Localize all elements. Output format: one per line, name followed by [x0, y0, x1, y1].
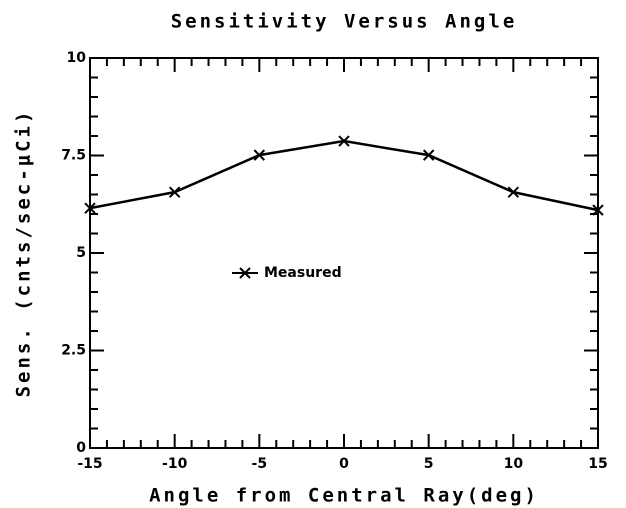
- y-tick-label: 7.5: [61, 148, 86, 164]
- marker: [168, 186, 181, 198]
- y-tick-label: 2.5: [61, 343, 86, 359]
- x-tick-label: 10: [504, 456, 524, 472]
- x-tick-label: 15: [588, 456, 607, 472]
- marker: [422, 149, 435, 161]
- x-tick-label: -5: [252, 456, 268, 472]
- y-tick-label: 5: [76, 245, 86, 261]
- x-tick-label: -10: [162, 456, 188, 472]
- x-axis-label: Angle from Central Ray(deg): [149, 485, 539, 507]
- marker: [592, 204, 604, 216]
- marker: [338, 135, 350, 147]
- series-line: [89, 139, 599, 212]
- y-axis-label: Sens. (cnts/sec-μCi): [13, 109, 35, 398]
- chart-title: Sensitivity Versus Angle: [171, 11, 518, 33]
- marker: [253, 149, 266, 161]
- x-tick-label: -15: [77, 456, 102, 472]
- marker: [507, 186, 520, 198]
- marker: [84, 202, 96, 214]
- plot-frame: [89, 57, 599, 449]
- x-tick-label: 5: [424, 456, 434, 472]
- marker: [239, 267, 251, 279]
- x-tick-label: 0: [339, 456, 349, 472]
- legend-label: Measured: [264, 265, 342, 281]
- y-tick-label: 0: [76, 440, 86, 456]
- y-tick-label: 10: [67, 50, 87, 66]
